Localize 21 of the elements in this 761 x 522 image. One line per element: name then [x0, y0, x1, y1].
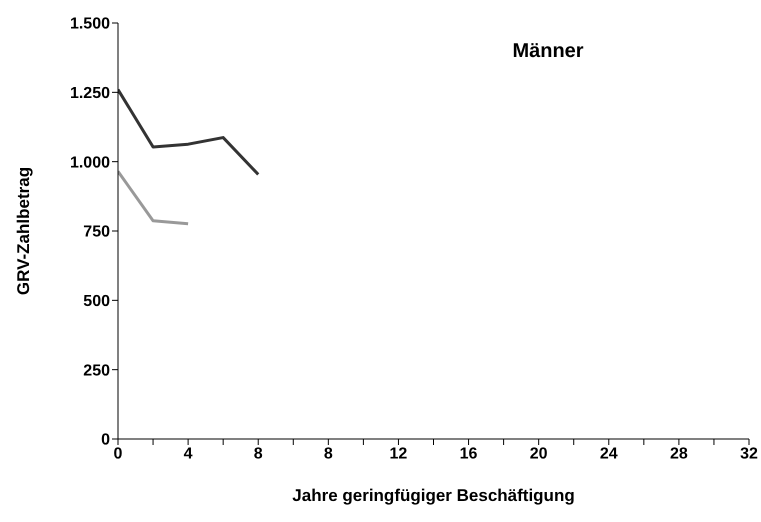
y-tick-label: 1.000: [70, 154, 110, 172]
x-tick-label: 4: [184, 445, 193, 462]
x-tick-label: 28: [670, 445, 688, 462]
y-axis-title: GRV-Zahlbetrag: [14, 166, 34, 296]
y-tick-label: 500: [83, 293, 110, 310]
y-tick-label: 0: [101, 432, 110, 449]
line-series: [118, 88, 260, 176]
x-tick-label: 0: [114, 445, 123, 462]
x-tick-label: 24: [600, 445, 618, 462]
x-tick-label: 16: [460, 445, 478, 462]
x-tick-label: 20: [530, 445, 548, 462]
y-tick-label: 250: [83, 362, 110, 380]
y-tick-label: 750: [83, 224, 110, 241]
x-tick-label: 8: [324, 445, 333, 462]
x-tick-label: 32: [740, 445, 758, 462]
y-tick-label: 1.500: [70, 16, 110, 33]
x-tick-label: 12: [390, 445, 408, 462]
text: Männer: [511, 40, 585, 63]
y-tick-label: 1.250: [70, 85, 110, 102]
x-tick-label: 8: [254, 445, 263, 462]
x-axis-title: Jahre geringfügiger Beschäftigung: [292, 486, 575, 505]
